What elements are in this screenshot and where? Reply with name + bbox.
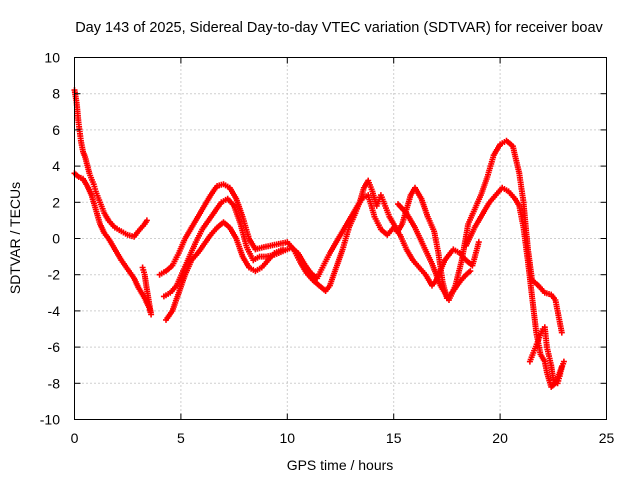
chart-title: Day 143 of 2025, Sidereal Day-to-day VTE…	[75, 20, 603, 36]
y-tick-label: -4	[48, 303, 61, 319]
x-axis-title: GPS time / hours	[287, 457, 394, 473]
x-tick-label: 25	[599, 430, 615, 446]
x-tick-label: 20	[492, 430, 508, 446]
x-tick-label: 5	[177, 430, 185, 446]
x-tick-label: 10	[280, 430, 296, 446]
y-tick-label: -10	[40, 412, 60, 428]
y-axis-title: SDTVAR / TECUs	[7, 182, 23, 294]
tick-layer: 0 5 10 15 20 25 -10 -8 -6 -4 -2 0 2 4 6 8 10	[40, 50, 615, 447]
y-tick-label: -6	[48, 339, 61, 355]
x-tick-label: 0	[71, 430, 79, 446]
y-tick-label: 10	[44, 50, 60, 66]
series-track-b	[71, 170, 155, 318]
series-track-d	[160, 192, 482, 300]
y-tick-label: 6	[52, 122, 60, 138]
series-layer	[71, 87, 567, 390]
y-tick-label: 0	[52, 231, 60, 247]
x-tick-label: 15	[386, 430, 402, 446]
y-tick-label: -2	[48, 267, 61, 283]
series-track-e	[163, 219, 286, 323]
y-tick-label: 8	[52, 86, 60, 102]
y-tick-label: -8	[48, 375, 61, 391]
series-track-c	[156, 177, 474, 302]
y-tick-label: 2	[52, 194, 60, 210]
series-track-f	[395, 137, 565, 336]
y-tick-label: 4	[52, 158, 60, 174]
series-track-g	[463, 184, 567, 390]
series-track-h	[526, 324, 565, 387]
series-track-a	[71, 87, 150, 240]
